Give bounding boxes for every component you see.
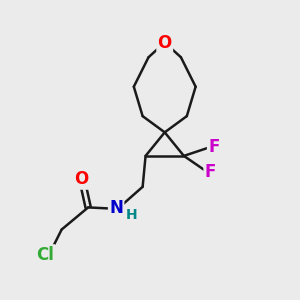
Text: F: F bbox=[205, 163, 216, 181]
Text: O: O bbox=[74, 170, 88, 188]
Text: O: O bbox=[158, 34, 172, 52]
Text: H: H bbox=[126, 208, 138, 222]
Text: Cl: Cl bbox=[37, 245, 54, 263]
Text: F: F bbox=[208, 138, 220, 156]
Text: N: N bbox=[109, 199, 123, 217]
